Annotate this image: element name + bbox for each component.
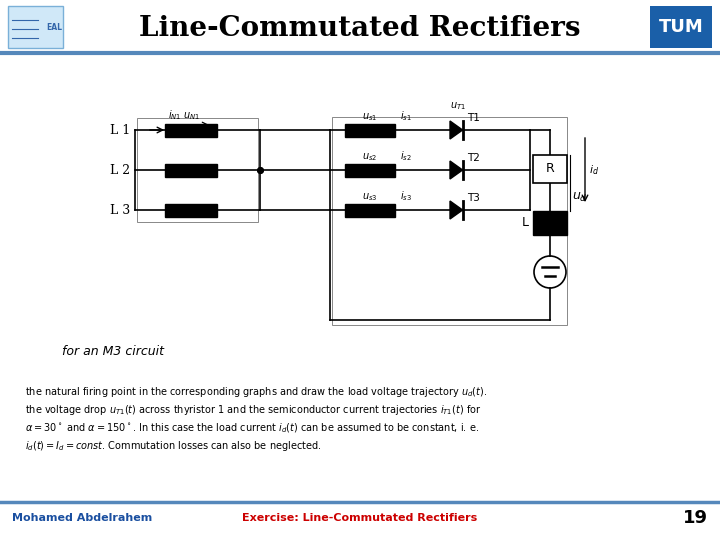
Text: EAL: EAL [46, 23, 62, 31]
Polygon shape [450, 121, 463, 139]
Text: $u_{s2}$: $u_{s2}$ [362, 151, 378, 163]
Text: 19: 19 [683, 509, 708, 527]
Text: Mohamed Abdelrahem: Mohamed Abdelrahem [12, 513, 152, 523]
Polygon shape [450, 201, 463, 219]
Text: T3: T3 [467, 193, 480, 203]
Bar [345, 124, 395, 137]
Text: the voltage drop $u_{T1}(t)$ across thyristor 1 and the semiconductor current tr: the voltage drop $u_{T1}(t)$ across thyr… [25, 403, 482, 417]
Text: L: L [522, 217, 529, 230]
Text: L 1: L 1 [109, 124, 130, 137]
Bar [533, 211, 567, 235]
Text: $i_{N1}$: $i_{N1}$ [168, 108, 181, 122]
Bar [165, 164, 217, 177]
Text: T1: T1 [467, 113, 480, 123]
Bar [165, 124, 217, 137]
Bar [165, 204, 217, 217]
Text: $i_{s1}$: $i_{s1}$ [400, 109, 412, 123]
Bar [533, 155, 567, 183]
Text: $u_{s3}$: $u_{s3}$ [362, 191, 378, 203]
Bar [0, 0, 720, 50]
Text: $i_d(t) = I_d = const$. Commutation losses can also be neglected.: $i_d(t) = I_d = const$. Commutation loss… [25, 439, 322, 453]
Text: $u_{s1}$: $u_{s1}$ [362, 111, 378, 123]
Text: $u_{T1}$: $u_{T1}$ [450, 100, 466, 112]
Bar [8, 6, 63, 48]
Text: Line-Commutated Rectifiers: Line-Commutated Rectifiers [139, 15, 581, 42]
Text: T2: T2 [467, 153, 480, 163]
Text: $\alpha = 30^\circ$ and $\alpha = 150^\circ$. In this case the load current $i_d: $\alpha = 30^\circ$ and $\alpha = 150^\c… [25, 421, 479, 435]
Text: $u_d$: $u_d$ [572, 191, 588, 204]
Bar [345, 164, 395, 177]
Text: Exercise: Line-Commutated Rectifiers: Exercise: Line-Commutated Rectifiers [243, 513, 477, 523]
Text: $i_d$: $i_d$ [589, 163, 599, 177]
Text: L 3: L 3 [109, 204, 130, 217]
Text: L 2: L 2 [110, 164, 130, 177]
Text: $i_{s2}$: $i_{s2}$ [400, 149, 412, 163]
Text: the natural firing point in the corresponding graphs and draw the load voltage t: the natural firing point in the correspo… [25, 385, 487, 399]
Text: $i_{s3}$: $i_{s3}$ [400, 189, 412, 203]
Bar [345, 204, 395, 217]
Text: for an M3 circuit: for an M3 circuit [62, 345, 164, 358]
Polygon shape [450, 161, 463, 179]
Bar [650, 6, 712, 48]
Text: TUM: TUM [659, 18, 703, 36]
Text: $u_{N1}$: $u_{N1}$ [183, 110, 199, 122]
Text: R: R [546, 163, 554, 176]
